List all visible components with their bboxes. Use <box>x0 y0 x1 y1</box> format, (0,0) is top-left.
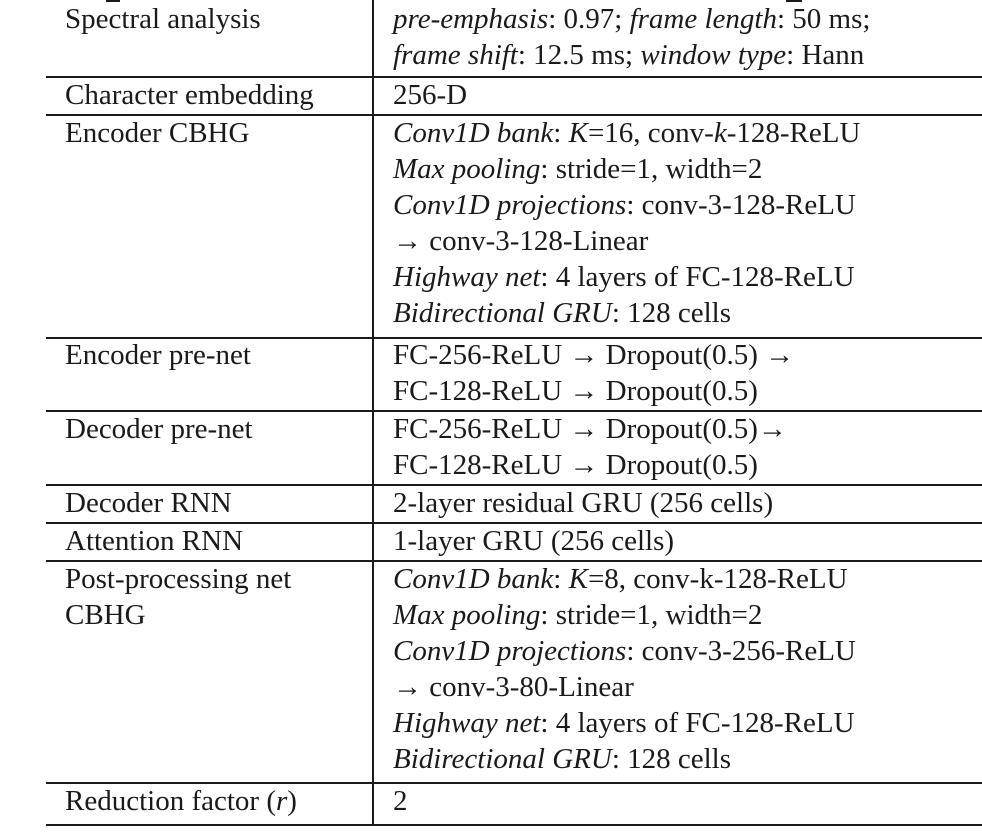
row-value-line: FC-256-ReLU → Dropout(0.5)→ <box>393 413 787 445</box>
row-label: Spectral analysis <box>65 3 261 35</box>
row-value-line: pre-emphasis: 0.97; frame length: 50 ms; <box>393 3 871 35</box>
row-value-line: Highway net: 4 layers of FC-128-ReLU <box>393 261 855 293</box>
row-value-line: 2 <box>393 785 408 817</box>
row-rule <box>46 824 982 826</box>
row-label: Encoder pre-net <box>65 339 251 371</box>
row-label: Attention RNN <box>65 525 244 557</box>
row-value-line: FC-256-ReLU → Dropout(0.5) → <box>393 339 795 371</box>
row-value-line: Bidirectional GRU: 128 cells <box>393 297 732 329</box>
row-label: Reduction factor (r) <box>65 785 297 817</box>
top-rule-fragment <box>106 0 120 2</box>
row-value-line: 256-D <box>393 79 468 111</box>
hyperparameter-table: Spectral analysis pre-emphasis: 0.97; fra… <box>46 0 982 838</box>
row-value-line: Conv1D projections: conv-3-256-ReLU <box>393 635 856 667</box>
row-value-line: Max pooling: stride=1, width=2 <box>393 599 763 631</box>
row-value-line: → conv-3-128-Linear <box>393 225 649 257</box>
row-value-line: Conv1D projections: conv-3-128-ReLU <box>393 189 856 221</box>
row-rule <box>46 484 982 486</box>
row-rule <box>46 522 982 524</box>
row-value-line: Conv1D bank: K=8, conv-k-128-ReLU <box>393 563 848 595</box>
row-rule <box>46 782 982 784</box>
row-rule <box>46 337 982 339</box>
column-divider <box>372 0 374 826</box>
row-value-line: 1-layer GRU (256 cells) <box>393 525 675 557</box>
row-label: Decoder RNN <box>65 487 232 519</box>
top-rule-fragment <box>786 0 802 2</box>
row-value-line: 2-layer residual GRU (256 cells) <box>393 487 774 519</box>
row-rule <box>46 560 982 562</box>
row-label: Character embedding <box>65 79 314 111</box>
row-rule <box>46 114 982 116</box>
row-value-line: Conv1D bank: K=16, conv-k-128-ReLU <box>393 117 861 149</box>
row-value-line: FC-128-ReLU → Dropout(0.5) <box>393 375 758 407</box>
row-value-line: → conv-3-80-Linear <box>393 671 634 703</box>
row-label: Post-processing net CBHG <box>65 563 292 631</box>
row-value-line: Max pooling: stride=1, width=2 <box>393 153 763 185</box>
row-value-line: frame shift: 12.5 ms; window type: Hann <box>393 39 865 71</box>
row-label: Encoder CBHG <box>65 117 250 149</box>
row-value-line: Highway net: 4 layers of FC-128-ReLU <box>393 707 855 739</box>
row-rule <box>46 76 982 78</box>
row-rule <box>46 410 982 412</box>
row-label: Decoder pre-net <box>65 413 253 445</box>
row-value-line: Bidirectional GRU: 128 cells <box>393 743 732 775</box>
row-value-line: FC-128-ReLU → Dropout(0.5) <box>393 449 758 481</box>
